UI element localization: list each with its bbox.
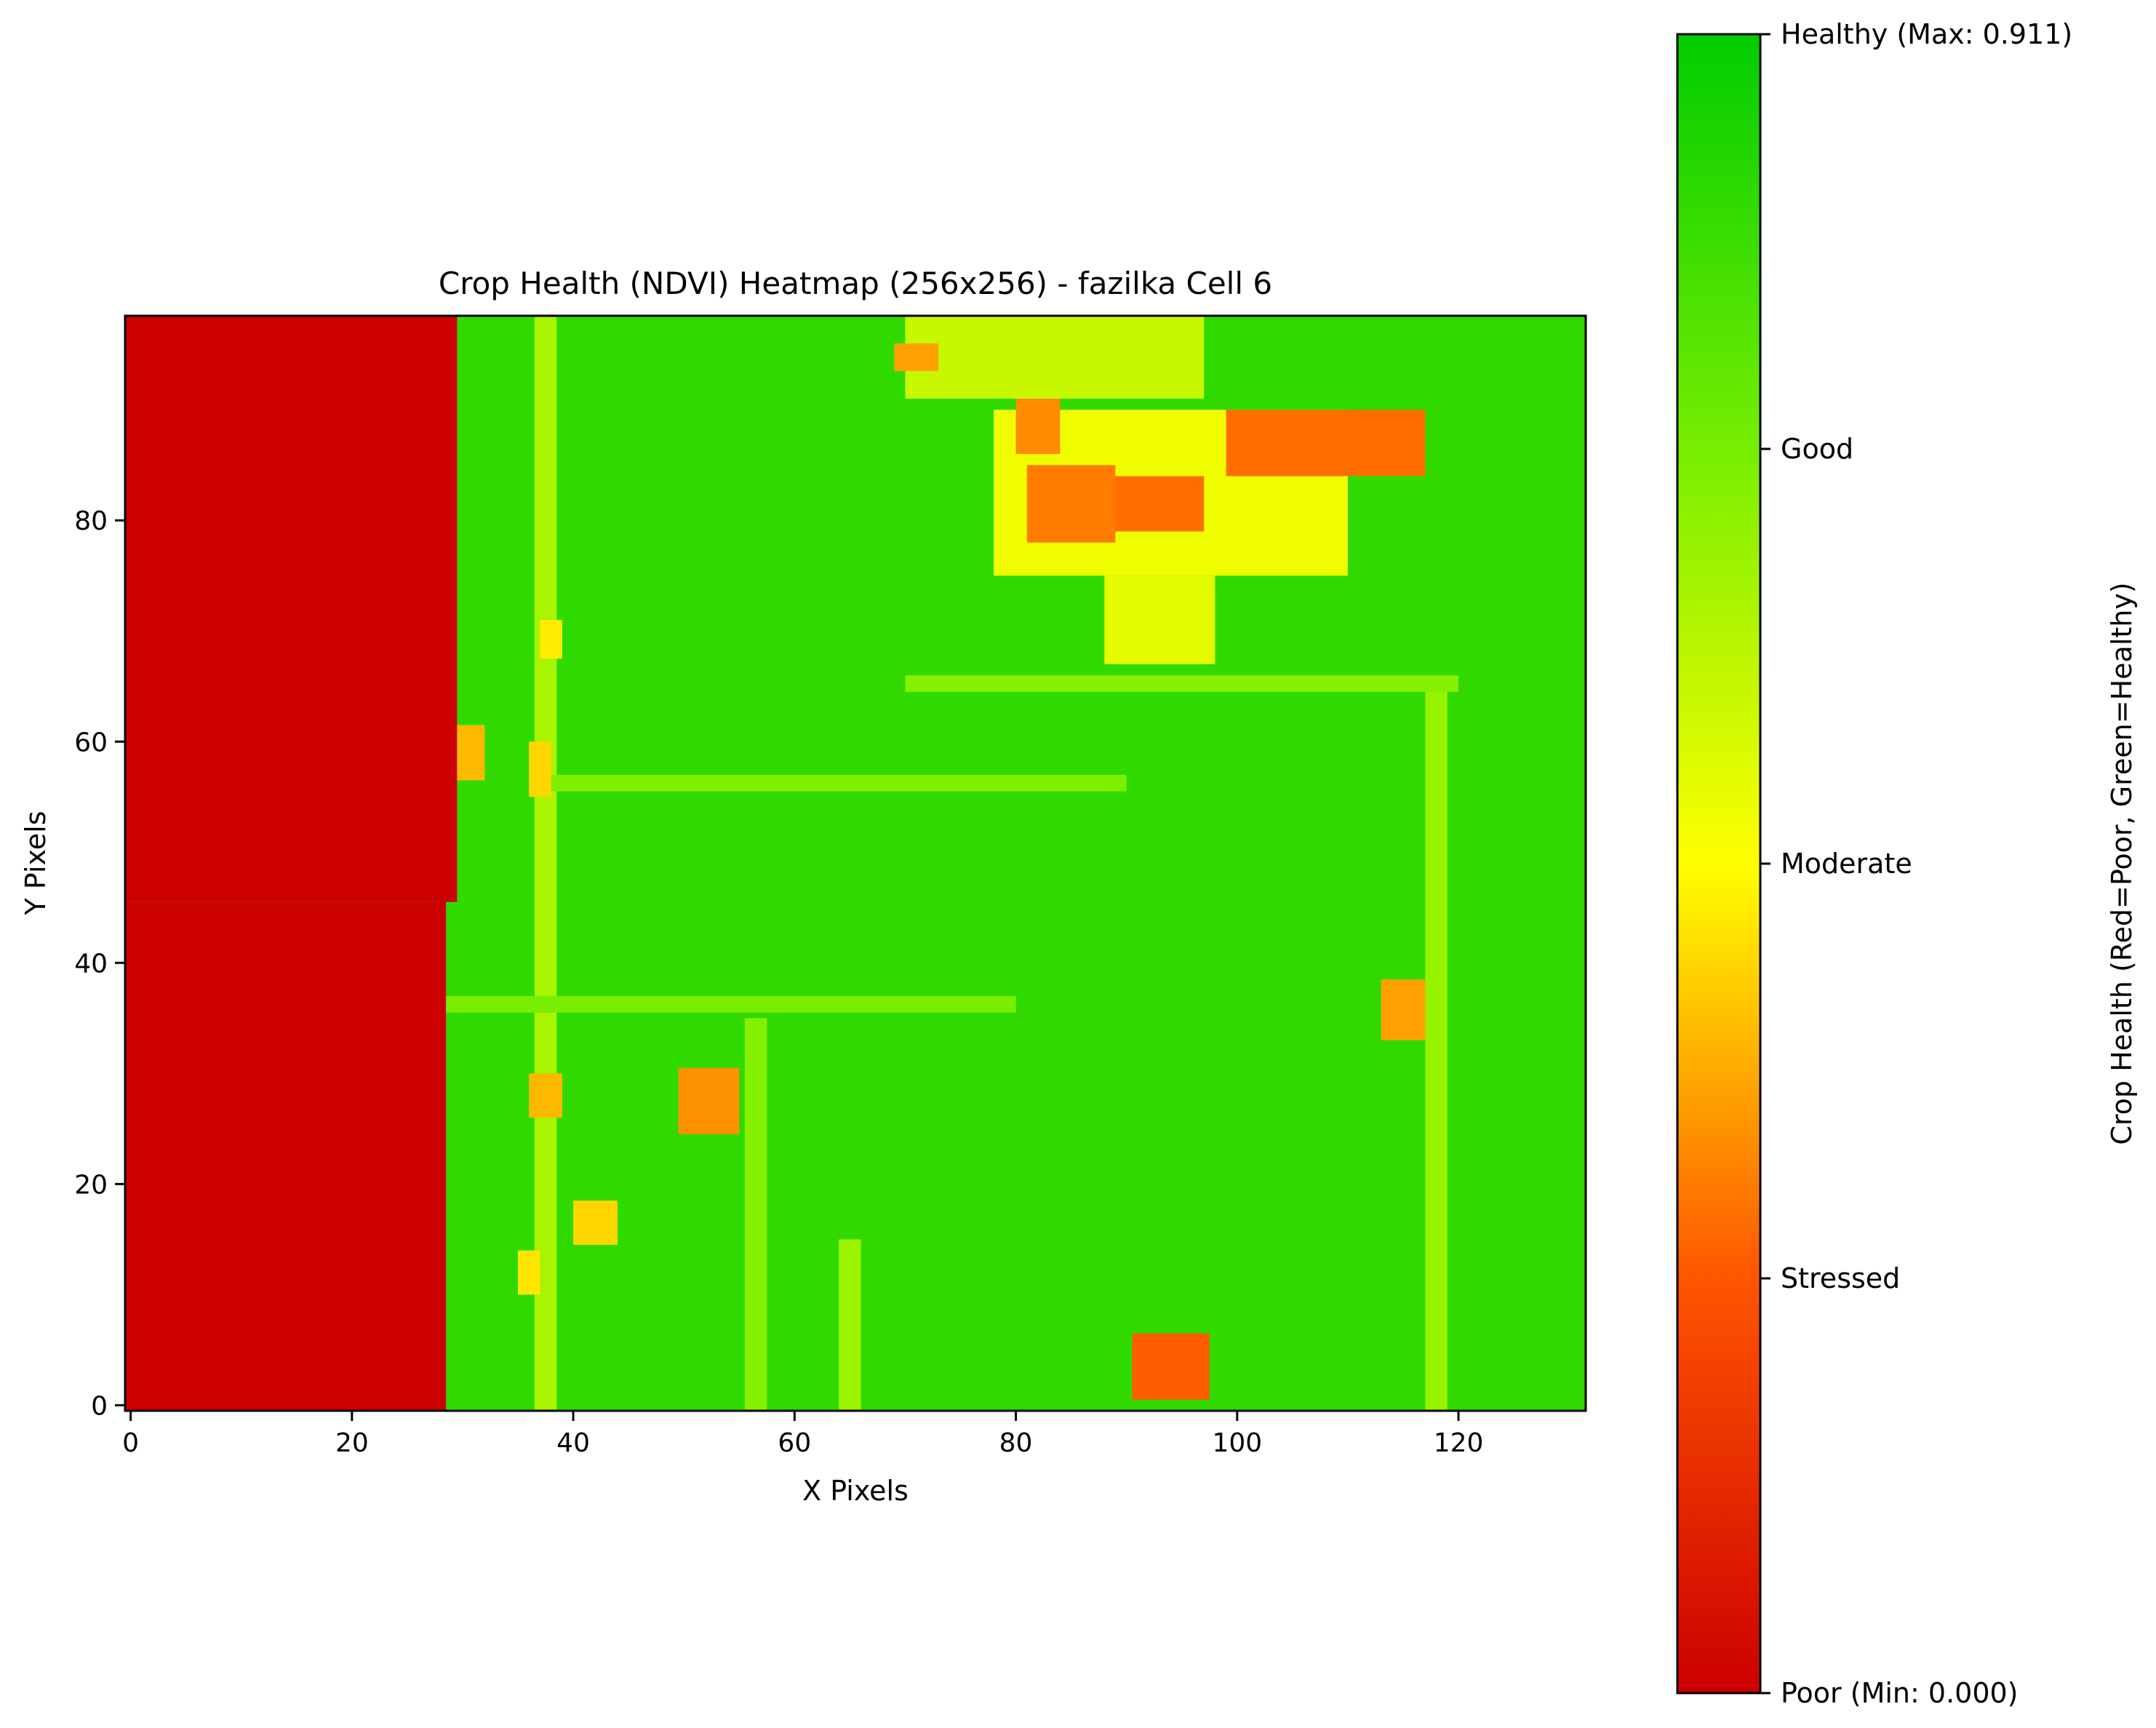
heatmap-region-3 <box>839 1239 861 1411</box>
colorbar <box>1676 33 1762 1695</box>
heatmap-region-23 <box>1381 979 1426 1040</box>
heatmap-region-14 <box>1115 476 1205 532</box>
heatmap-region-17 <box>457 725 485 781</box>
heatmap-region-2 <box>534 316 557 1411</box>
x-tick-label: 80 <box>999 1428 1033 1458</box>
heatmap-region-24 <box>1132 1333 1210 1400</box>
x-tick-label: 120 <box>1434 1428 1484 1458</box>
y-axis-ticks: 0 20 40 60 80 <box>74 506 125 1421</box>
heatmap-region-18 <box>529 741 551 797</box>
colorbar-tick-label: Poor (Min: 0.000) <box>1781 1677 2019 1709</box>
colorbar-tick-label: Moderate <box>1781 848 1912 880</box>
heatmap-region-19 <box>540 620 562 659</box>
heatmap-region-7 <box>905 675 1459 692</box>
colorbar-ticks: Healthy (Max: 0.911) Good Moderate Stressed… <box>1760 18 2072 1709</box>
heatmap-region-21 <box>678 1067 740 1134</box>
heatmap-region-0 <box>125 316 458 902</box>
x-axis-ticks: 0 20 40 60 80 100 120 <box>122 1411 1483 1458</box>
chart-title: Crop Health (NDVI) Heatmap (256x256) - f… <box>439 266 1272 301</box>
y-tick-label: 0 <box>91 1391 108 1421</box>
heatmap-region-6 <box>551 774 1127 792</box>
y-tick-label: 60 <box>74 728 108 757</box>
colorbar-tick-label: Stressed <box>1781 1262 1900 1294</box>
x-tick-label: 100 <box>1212 1428 1262 1458</box>
plot-frame <box>124 314 1587 1412</box>
heatmap-region-22 <box>573 1201 618 1245</box>
heatmap-region-5 <box>1425 686 1448 1411</box>
colorbar-tick-label: Healthy (Max: 0.911) <box>1781 18 2072 50</box>
x-axis-label: X Pixels <box>802 1475 909 1507</box>
y-tick-label: 40 <box>74 949 108 979</box>
y-tick-label: 20 <box>74 1170 108 1200</box>
heatmap-region-15 <box>1226 410 1426 477</box>
colorbar-tick-label: Good <box>1781 433 1853 465</box>
heatmap-region-13 <box>1026 465 1116 543</box>
x-tick-label: 0 <box>122 1428 139 1458</box>
heatmap-region-8 <box>446 995 1016 1013</box>
x-tick-label: 20 <box>335 1428 369 1458</box>
heatmap-region-12 <box>1015 399 1061 455</box>
heatmap-cells <box>125 316 1586 1411</box>
heatmap-region-11 <box>1104 576 1215 664</box>
heatmap-region-25 <box>518 1250 540 1295</box>
colorbar-label: Crop Health (Red=Poor, Green=Healthy) <box>2106 582 2138 1144</box>
heatmap-region-16 <box>894 343 939 372</box>
y-tick-label: 80 <box>74 506 108 536</box>
heatmap-region-9 <box>905 316 1205 399</box>
heatmap-region-4 <box>744 1018 767 1411</box>
heatmap-region-1 <box>125 901 447 1411</box>
x-tick-label: 40 <box>556 1428 590 1458</box>
heatmap-region-20 <box>529 1073 562 1118</box>
x-tick-label: 60 <box>778 1428 811 1458</box>
y-axis-label: Y Pixels <box>20 811 52 916</box>
